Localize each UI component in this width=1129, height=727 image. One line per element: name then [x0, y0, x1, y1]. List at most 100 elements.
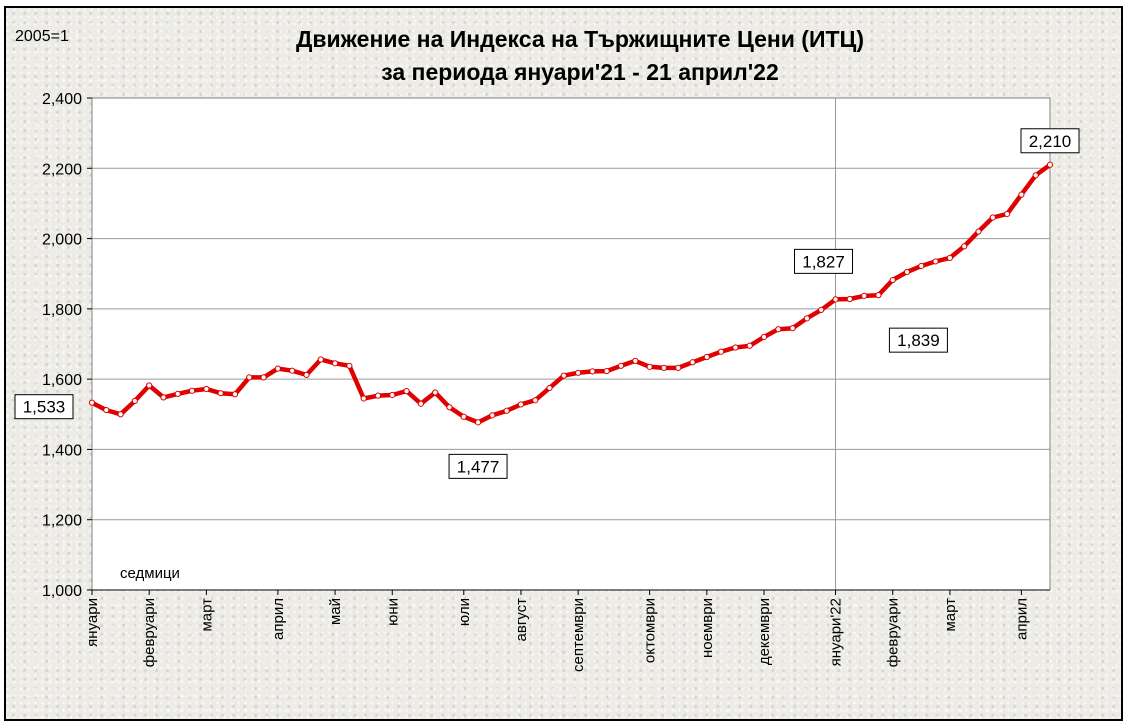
- y-tick-label: 1,800: [42, 302, 82, 319]
- data-point: [103, 406, 110, 414]
- data-label: 1,839: [897, 331, 940, 350]
- data-point: [675, 364, 682, 371]
- data-point: [775, 326, 782, 333]
- x-tick-label: декември: [756, 598, 773, 665]
- data-point: [861, 292, 868, 299]
- data-point: [746, 342, 753, 349]
- data-point: [1004, 210, 1011, 218]
- data-point: [703, 353, 710, 361]
- y-tick-label: 2,400: [42, 91, 82, 108]
- x-tick-label: април: [1013, 598, 1030, 640]
- x-tick-label: юни: [384, 598, 401, 626]
- x-tick-label: март: [198, 598, 215, 632]
- data-point: [117, 411, 124, 418]
- data-point: [188, 387, 196, 394]
- data-point: [374, 392, 382, 399]
- data-point: [1046, 161, 1054, 168]
- data-point: [689, 359, 696, 366]
- x-tick-label: февруари: [141, 598, 158, 667]
- data-point: [303, 371, 310, 379]
- data-point: [260, 374, 267, 381]
- data-point: [617, 362, 625, 369]
- data-point: [432, 389, 439, 396]
- data-point: [417, 400, 424, 407]
- series-layer: [88, 161, 1054, 426]
- data-point: [660, 364, 668, 371]
- data-point: [832, 296, 839, 303]
- data-point: [446, 404, 453, 411]
- data-point: [718, 348, 725, 355]
- data-point: [246, 374, 253, 381]
- data-point: [460, 413, 467, 420]
- x-tick-label: февруари: [885, 598, 902, 667]
- y-axis-ticks: 1,000 1,200 1,400 1,600 1,800 2,000 2,200 2,400: [42, 91, 92, 600]
- data-point: [803, 315, 811, 322]
- y-tick-label: 2,200: [42, 161, 82, 178]
- x-tick-label: януари'22: [828, 598, 845, 666]
- data-point: [1032, 172, 1039, 179]
- data-point: [160, 394, 167, 401]
- data-label-box: [14, 394, 74, 420]
- x-axis-label: седмици: [120, 565, 180, 582]
- x-tick-label: септември: [570, 598, 587, 672]
- y-tick-label: 1,400: [42, 442, 82, 459]
- data-label: 1,477: [457, 457, 500, 476]
- data-point: [989, 214, 996, 221]
- data-point: [575, 369, 582, 376]
- data-point: [961, 243, 968, 250]
- data-point: [317, 356, 324, 363]
- x-axis-month-labels: януари февруари март април май юни юли август се…: [84, 589, 1050, 672]
- data-point: [532, 397, 539, 404]
- data-point: [231, 391, 239, 398]
- data-label: 1,533: [23, 398, 66, 417]
- data-point: [131, 397, 138, 405]
- data-point: [203, 385, 210, 393]
- data-point: [932, 258, 939, 265]
- x-tick-label: ноември: [699, 598, 716, 658]
- data-point: [489, 412, 496, 419]
- data-point: [846, 295, 853, 303]
- x-tick-label: юли: [456, 598, 473, 626]
- data-point: [517, 401, 525, 408]
- data-point: [789, 325, 796, 332]
- chart-subtitle: за периода януари'21 - 21 април'22: [381, 59, 779, 85]
- data-point: [289, 367, 296, 374]
- y-tick-label: 1,200: [42, 513, 82, 530]
- data-point: [560, 372, 567, 379]
- data-point: [474, 419, 482, 426]
- data-point: [760, 333, 768, 341]
- data-point: [918, 262, 925, 270]
- data-point: [818, 306, 825, 314]
- data-point: [146, 382, 153, 389]
- data-point: [274, 365, 281, 372]
- data-label: 1,827: [802, 252, 845, 271]
- data-point: [403, 387, 410, 395]
- data-label-box: [448, 453, 508, 479]
- data-point: [646, 363, 653, 370]
- data-point: [346, 362, 353, 369]
- data-point: [360, 395, 367, 402]
- y-tick-label: 1,600: [42, 372, 82, 389]
- data-point: [1018, 191, 1025, 198]
- data-point: [903, 268, 911, 276]
- data-point: [331, 360, 339, 367]
- data-point: [632, 357, 639, 364]
- x-tick-label: януари: [84, 598, 101, 647]
- data-label-box: [888, 327, 948, 353]
- base-label: 2005=1: [15, 28, 69, 45]
- data-label-box: [794, 248, 854, 274]
- data-point: [875, 292, 882, 299]
- x-tick-label: април: [270, 598, 287, 640]
- data-point: [389, 391, 396, 399]
- x-tick-label: март: [942, 598, 959, 632]
- x-tick-label: май: [327, 598, 344, 625]
- x-tick-label: август: [513, 598, 530, 642]
- annotations: 1,533 1,477 1,827 1,839 2,210: [14, 128, 1080, 479]
- data-point: [546, 384, 553, 392]
- chart-title: Движение на Индекса на Тържищните Цени (…: [296, 26, 864, 52]
- data-point: [589, 368, 596, 375]
- data-label-box: [1020, 128, 1080, 154]
- data-point: [603, 367, 610, 375]
- data-point: [732, 344, 739, 351]
